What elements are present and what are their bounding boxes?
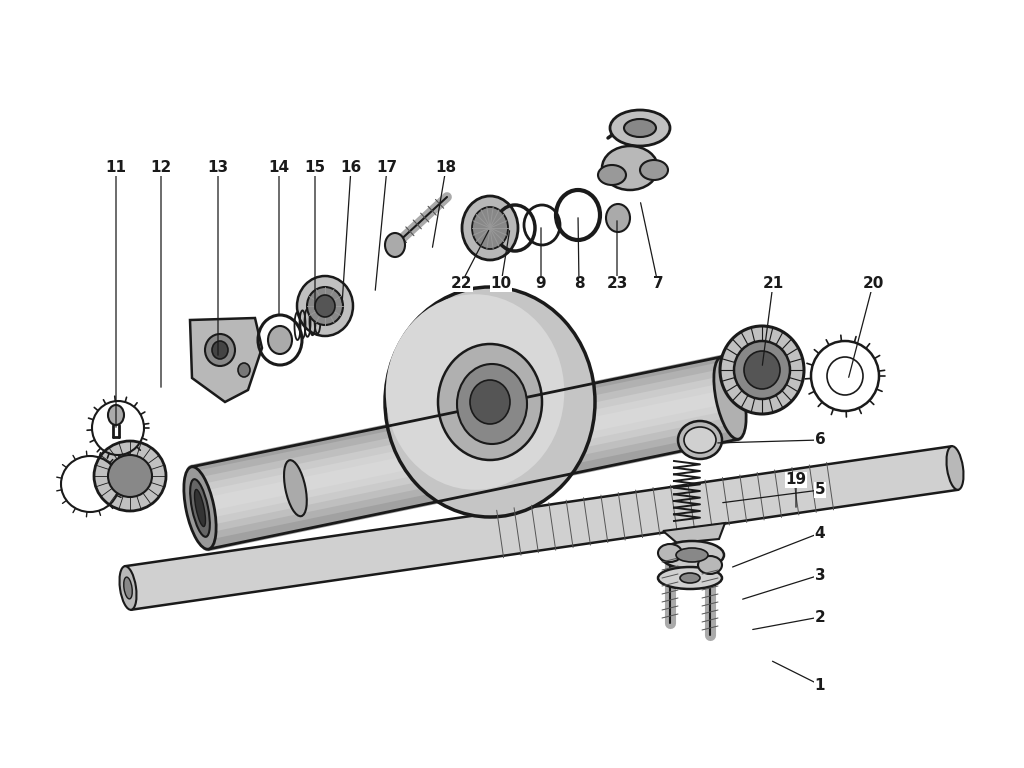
- Text: 20: 20: [862, 276, 884, 292]
- Ellipse shape: [606, 204, 630, 232]
- Text: 17: 17: [377, 161, 397, 176]
- Ellipse shape: [624, 119, 656, 137]
- Ellipse shape: [124, 577, 132, 599]
- Text: 22: 22: [451, 276, 472, 292]
- Ellipse shape: [190, 479, 210, 537]
- Text: 1: 1: [815, 677, 825, 693]
- Text: 21: 21: [763, 276, 783, 292]
- Ellipse shape: [734, 341, 790, 399]
- Text: 5: 5: [815, 482, 825, 498]
- Ellipse shape: [602, 146, 658, 190]
- Ellipse shape: [184, 467, 216, 549]
- Ellipse shape: [238, 363, 250, 377]
- Text: 19: 19: [785, 472, 807, 488]
- Ellipse shape: [268, 326, 292, 354]
- Ellipse shape: [315, 295, 335, 317]
- Ellipse shape: [660, 541, 724, 569]
- Ellipse shape: [472, 207, 508, 249]
- Ellipse shape: [94, 441, 166, 511]
- Ellipse shape: [470, 380, 510, 424]
- Ellipse shape: [108, 405, 124, 425]
- Text: 10: 10: [490, 276, 512, 292]
- Text: 4: 4: [815, 525, 825, 541]
- Ellipse shape: [698, 556, 722, 574]
- Polygon shape: [191, 357, 738, 549]
- Text: 9: 9: [536, 276, 547, 292]
- Ellipse shape: [297, 276, 353, 336]
- Ellipse shape: [108, 455, 152, 497]
- Ellipse shape: [212, 341, 228, 359]
- Ellipse shape: [640, 160, 668, 180]
- Ellipse shape: [457, 364, 527, 444]
- Text: 3: 3: [815, 568, 825, 582]
- Text: 8: 8: [573, 276, 585, 292]
- Polygon shape: [663, 523, 725, 543]
- Ellipse shape: [658, 544, 682, 562]
- Text: 16: 16: [340, 161, 361, 176]
- Text: 6: 6: [815, 432, 825, 448]
- Text: 7: 7: [652, 276, 664, 292]
- Polygon shape: [125, 446, 958, 610]
- Ellipse shape: [676, 548, 708, 562]
- Ellipse shape: [678, 421, 722, 459]
- Ellipse shape: [385, 287, 595, 517]
- Text: 2: 2: [815, 610, 825, 624]
- Polygon shape: [190, 318, 262, 402]
- Ellipse shape: [386, 294, 564, 490]
- Ellipse shape: [610, 110, 670, 146]
- Text: 23: 23: [606, 276, 628, 292]
- Text: 15: 15: [304, 161, 326, 176]
- Ellipse shape: [120, 566, 136, 610]
- Ellipse shape: [205, 334, 234, 366]
- Ellipse shape: [195, 489, 206, 527]
- Ellipse shape: [598, 165, 626, 185]
- Ellipse shape: [307, 287, 343, 325]
- Ellipse shape: [462, 196, 518, 260]
- Text: 18: 18: [435, 161, 457, 176]
- Text: 13: 13: [208, 161, 228, 176]
- Text: 12: 12: [151, 161, 172, 176]
- Ellipse shape: [658, 567, 722, 589]
- Ellipse shape: [684, 427, 716, 453]
- Text: 11: 11: [105, 161, 127, 176]
- Ellipse shape: [714, 357, 746, 439]
- Ellipse shape: [284, 460, 307, 516]
- Ellipse shape: [946, 446, 964, 490]
- Ellipse shape: [720, 326, 804, 414]
- Ellipse shape: [680, 573, 700, 583]
- Ellipse shape: [385, 233, 406, 257]
- Ellipse shape: [438, 344, 542, 460]
- Text: 14: 14: [268, 161, 290, 176]
- Ellipse shape: [744, 351, 780, 389]
